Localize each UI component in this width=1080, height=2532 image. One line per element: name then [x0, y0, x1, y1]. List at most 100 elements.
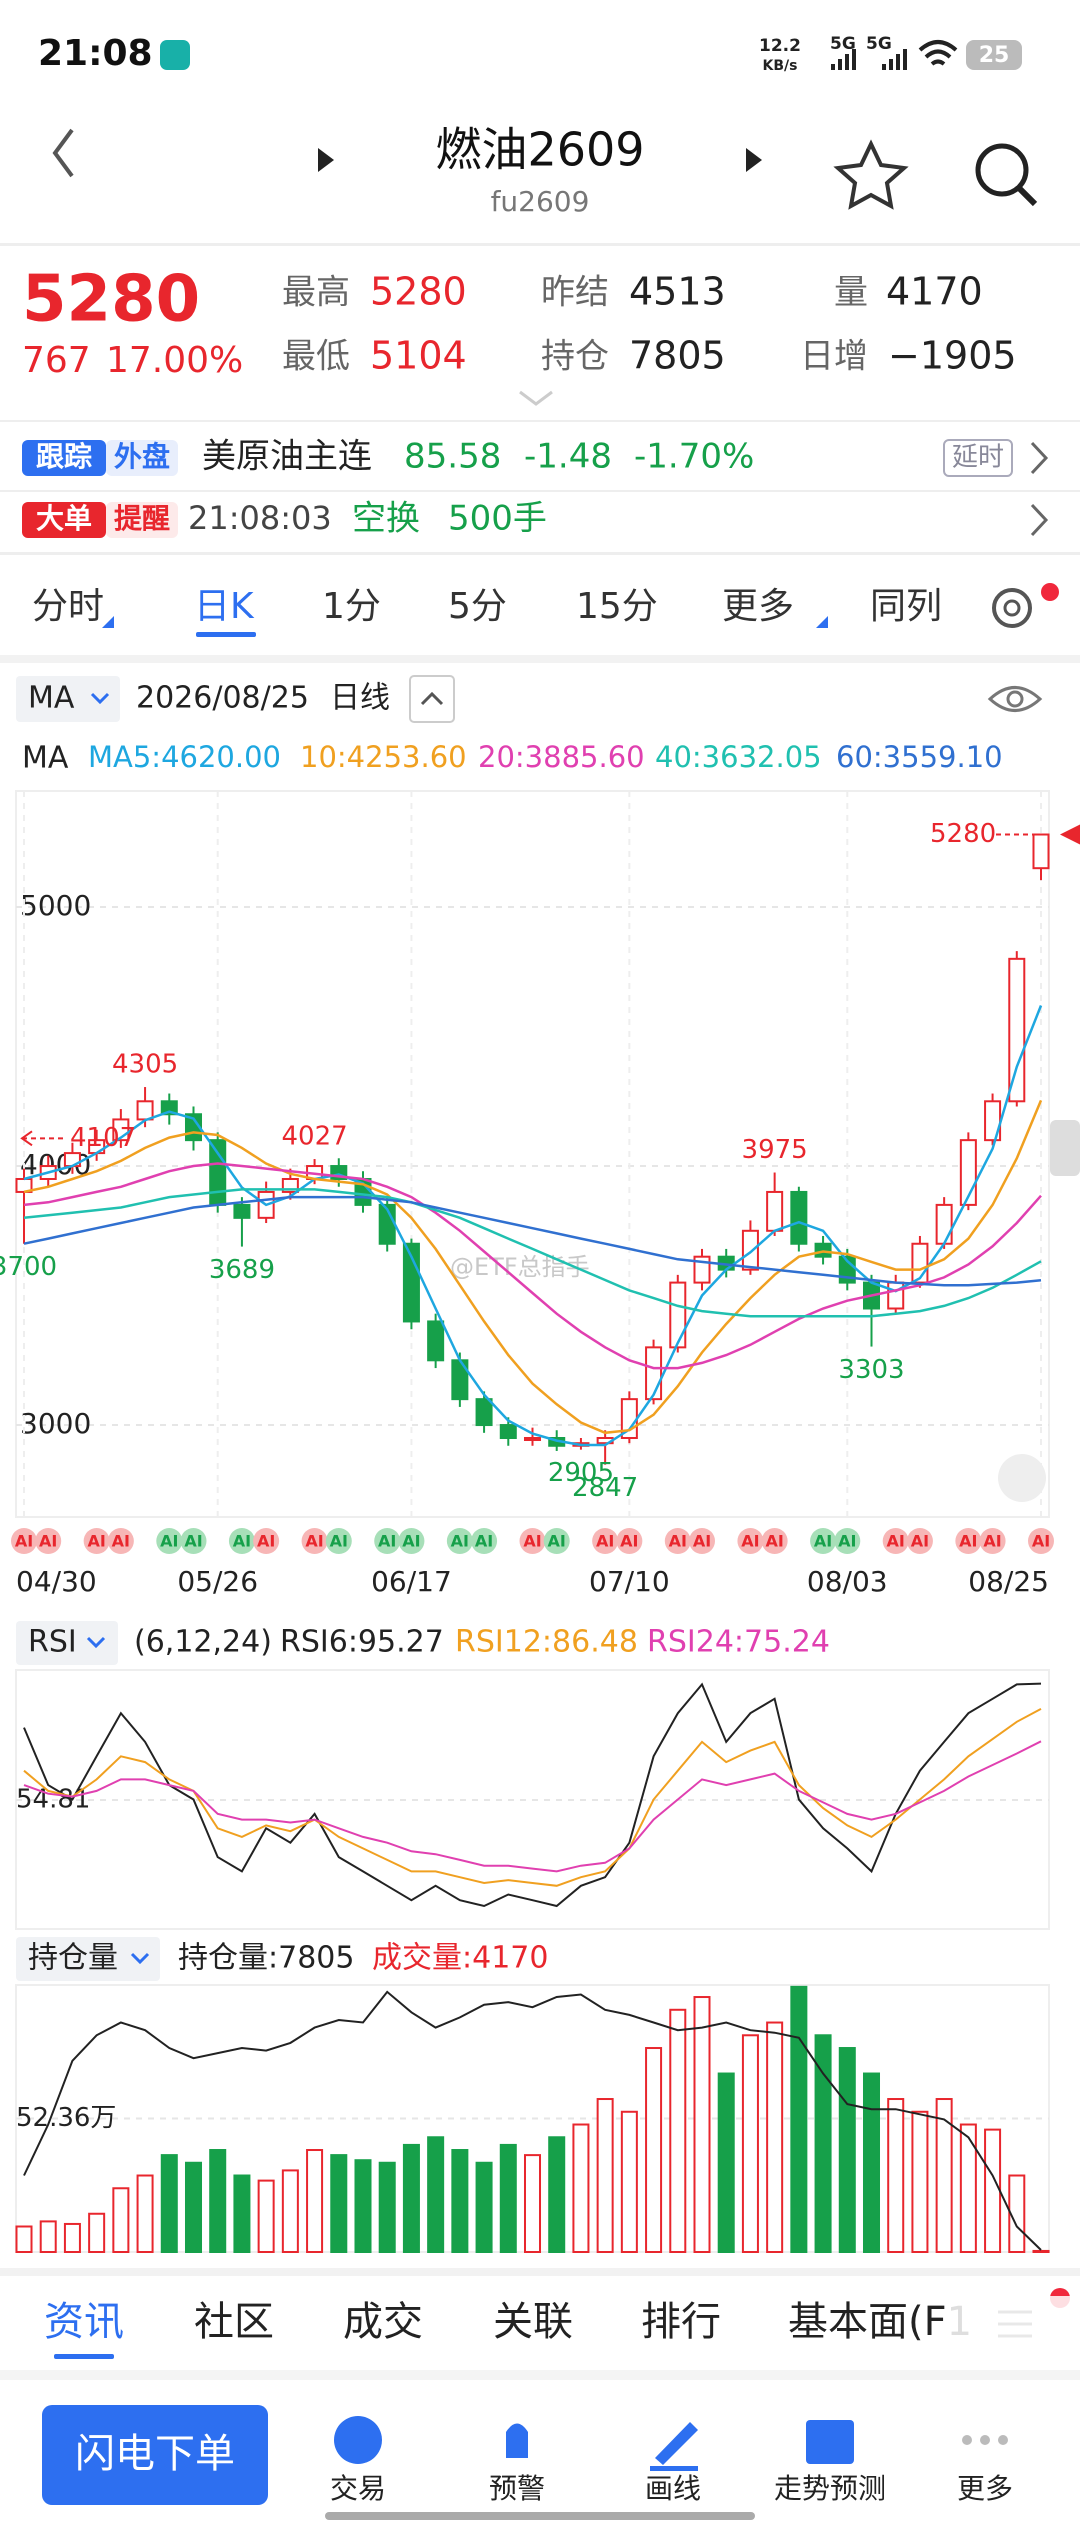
ai-badge[interactable]	[325, 1528, 352, 1554]
signal-bar	[852, 49, 856, 70]
ai-badge[interactable]	[228, 1528, 255, 1554]
collapse-button[interactable]	[409, 675, 455, 723]
forecast-icon[interactable]	[806, 2420, 854, 2464]
dropdown-arrow	[90, 692, 110, 705]
extreme-label: 3689	[209, 1255, 275, 1285]
ai-badge[interactable]	[446, 1528, 473, 1554]
chevron[interactable]	[1030, 503, 1049, 537]
period-tab[interactable]: 同列	[870, 586, 942, 627]
search-button[interactable]	[975, 143, 1029, 197]
ai-badge[interactable]	[180, 1528, 207, 1554]
volume-bar	[548, 2136, 566, 2253]
content-tab[interactable]: 排行	[641, 2299, 721, 2345]
ai-badge[interactable]	[398, 1528, 425, 1554]
period-tab[interactable]: 日K	[194, 586, 255, 627]
nav-label[interactable]: 更多	[957, 2472, 1013, 2505]
legend-entry: 成交量:4170	[372, 1941, 548, 1976]
ai-badge[interactable]	[519, 1528, 546, 1554]
volume-bar	[209, 2149, 227, 2253]
draw-icon[interactable]	[655, 2422, 698, 2465]
indicator-select[interactable]	[16, 1937, 160, 1981]
x-tick-label: 07/10	[589, 1565, 670, 1598]
ai-badge[interactable]	[471, 1528, 498, 1554]
nav-label[interactable]: 交易	[330, 2472, 386, 2505]
candle-body	[136, 1100, 154, 1121]
nav-label[interactable]: 预警	[489, 2472, 545, 2505]
zoom-button[interactable]	[998, 1454, 1046, 1502]
ai-badge[interactable]	[810, 1528, 837, 1554]
content-tab[interactable]: 基本面(F1	[788, 2299, 972, 2345]
ai-badge[interactable]	[543, 1528, 570, 1554]
overseas-pct: -1.70%	[634, 437, 754, 477]
ai-badge[interactable]	[301, 1528, 328, 1554]
ai-badge[interactable]	[253, 1528, 280, 1554]
candle-body	[790, 1190, 808, 1245]
volume-bar	[596, 2098, 614, 2253]
candle-body	[1008, 957, 1026, 1103]
ai-badge[interactable]	[955, 1528, 982, 1554]
nav-label[interactable]: 走势预测	[774, 2472, 886, 2505]
nav-label[interactable]: 画线	[645, 2472, 701, 2505]
volume-bar	[63, 2222, 81, 2254]
period-tab[interactable]: 1分	[322, 586, 381, 627]
ai-badge[interactable]	[616, 1528, 643, 1554]
indicator-select[interactable]	[16, 1621, 118, 1665]
legend-entry: 10:4253.60	[300, 740, 467, 774]
ai-badge[interactable]	[737, 1528, 764, 1554]
divider	[0, 2268, 1080, 2276]
quick-order-button[interactable]	[42, 2405, 268, 2505]
content-tab[interactable]: 资讯	[44, 2299, 124, 2345]
ai-badge-text: AI	[233, 1532, 251, 1551]
ai-badge[interactable]	[664, 1528, 691, 1554]
period-tab[interactable]: 更多	[722, 586, 794, 627]
settings-button[interactable]	[992, 588, 1032, 628]
trade-icon[interactable]	[334, 2416, 382, 2464]
ai-badge[interactable]	[592, 1528, 619, 1554]
volume-bar	[838, 2047, 856, 2254]
side-handle[interactable]	[1050, 1120, 1080, 1176]
more-icon[interactable]	[962, 2435, 972, 2445]
volume-bar	[645, 2047, 663, 2254]
back-button[interactable]	[52, 128, 74, 178]
rsi-line	[23, 1740, 1042, 1873]
ai-badge[interactable]	[35, 1528, 62, 1554]
ai-badge[interactable]	[1028, 1528, 1054, 1554]
prev-contract[interactable]	[318, 148, 334, 172]
period-tab[interactable]: 5分	[448, 586, 507, 627]
ai-badge-text: AI	[983, 1532, 1001, 1551]
volume-bar	[862, 2072, 881, 2254]
ai-badge-text: AI	[475, 1532, 493, 1551]
ai-badge[interactable]	[882, 1528, 909, 1554]
content-tab[interactable]: 社区	[194, 2299, 274, 2345]
next-contract[interactable]	[746, 148, 762, 172]
overseas-change: -1.48	[524, 437, 612, 477]
ai-badge[interactable]	[83, 1528, 110, 1554]
chevron[interactable]	[1030, 441, 1049, 475]
signal-bar	[903, 49, 907, 70]
ai-badge[interactable]	[979, 1528, 1006, 1554]
tag-box	[943, 439, 1013, 477]
more-icon	[980, 2435, 990, 2445]
ai-badge-text: AI	[39, 1532, 57, 1551]
ai-badge[interactable]	[374, 1528, 401, 1554]
ai-badge[interactable]	[906, 1528, 933, 1554]
last-price: 5280	[22, 263, 200, 337]
alert-icon[interactable]	[506, 2423, 528, 2459]
ai-badge[interactable]	[11, 1528, 37, 1554]
candle-body	[887, 1281, 905, 1310]
visibility-toggle[interactable]	[987, 686, 1043, 712]
ai-badge-text: AI	[402, 1532, 420, 1551]
ai-badge[interactable]	[689, 1528, 715, 1554]
indicator-select[interactable]	[16, 676, 120, 722]
ai-badge[interactable]	[834, 1528, 861, 1554]
ai-badge[interactable]	[761, 1528, 788, 1554]
quick-order-text[interactable]: 闪电下单	[75, 2431, 235, 2477]
content-tab[interactable]: 成交	[343, 2299, 423, 2345]
period-tab[interactable]: 分时	[32, 586, 104, 627]
period-tab[interactable]: 15分	[576, 586, 658, 627]
favorite-button[interactable]	[833, 139, 909, 210]
content-tab[interactable]: 关联	[493, 2299, 573, 2345]
ai-badge[interactable]	[156, 1528, 183, 1554]
ai-badge[interactable]	[107, 1528, 134, 1554]
expand-arrow[interactable]	[519, 390, 553, 406]
